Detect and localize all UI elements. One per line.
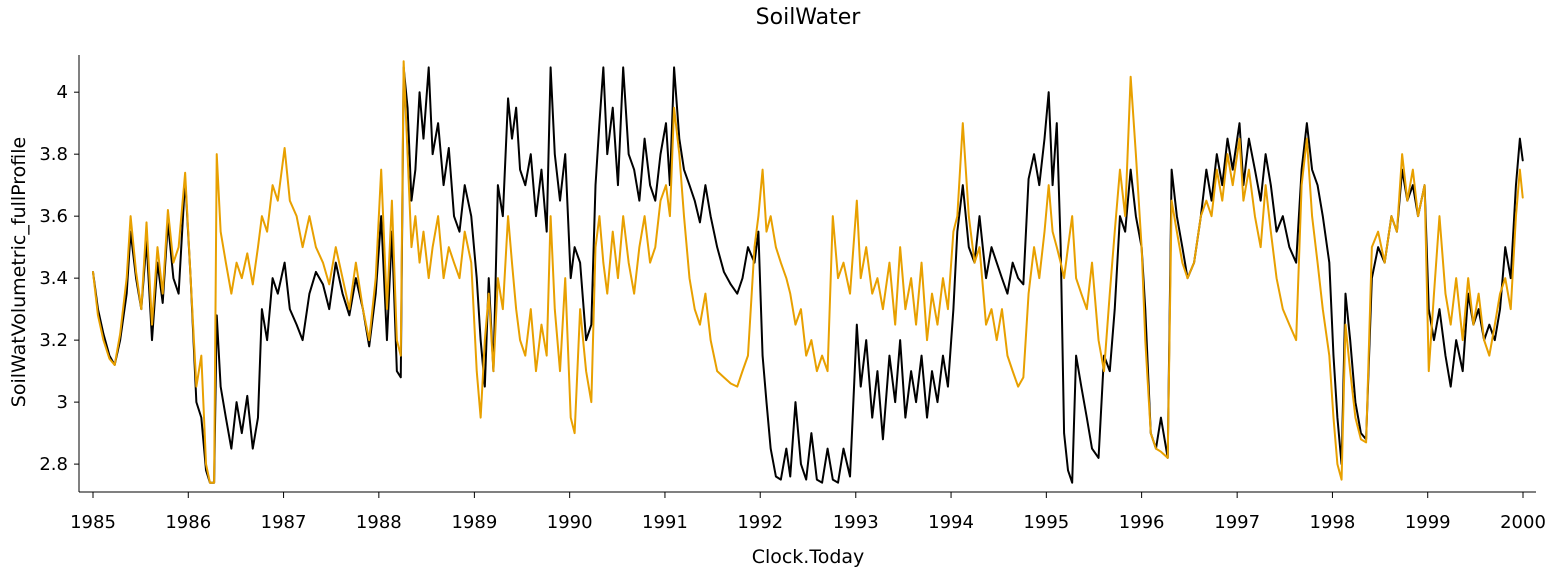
x-tick-label: 1998 [1310,512,1356,533]
x-tick-label: 2000 [1500,512,1546,533]
x-tick-label: 1992 [737,512,783,533]
x-tick-label: 1986 [165,512,211,533]
y-axis-label: SoilWatVolumetric_fullProfile [8,137,30,407]
y-tick-label: 3.6 [39,206,68,227]
x-tick-label: 1989 [451,512,497,533]
series-line-1 [92,66,1524,484]
x-tick-label: 1997 [1214,512,1260,533]
x-tick-label: 1995 [1023,512,1069,533]
y-tick-label: 3.2 [39,330,68,351]
x-axis-ticks: 1985 1986 1987 1988 1989 1990 1991 1992 1993 1994… [70,492,1546,533]
series-line-2 [92,60,1524,484]
x-axis-label: Clock.Today [752,546,865,568]
y-tick-label: 2.8 [39,454,68,475]
x-tick-label: 1993 [833,512,879,533]
x-tick-label: 1999 [1405,512,1451,533]
y-tick-label: 4 [57,82,68,103]
y-tick-label: 3 [57,392,68,413]
x-tick-label: 1996 [1119,512,1165,533]
y-tick-label: 3.4 [39,268,68,289]
x-tick-label: 1987 [261,512,307,533]
x-tick-label: 1991 [642,512,688,533]
y-axis-ticks: 2.8 3 3.2 3.4 3.6 3.8 4 [39,82,79,475]
x-tick-label: 1985 [70,512,116,533]
x-tick-label: 1988 [356,512,402,533]
y-tick-label: 3.8 [39,144,68,165]
x-tick-label: 1994 [928,512,974,533]
chart-title: SoilWater [756,5,862,30]
x-tick-label: 1990 [547,512,593,533]
series-group [92,60,1524,484]
